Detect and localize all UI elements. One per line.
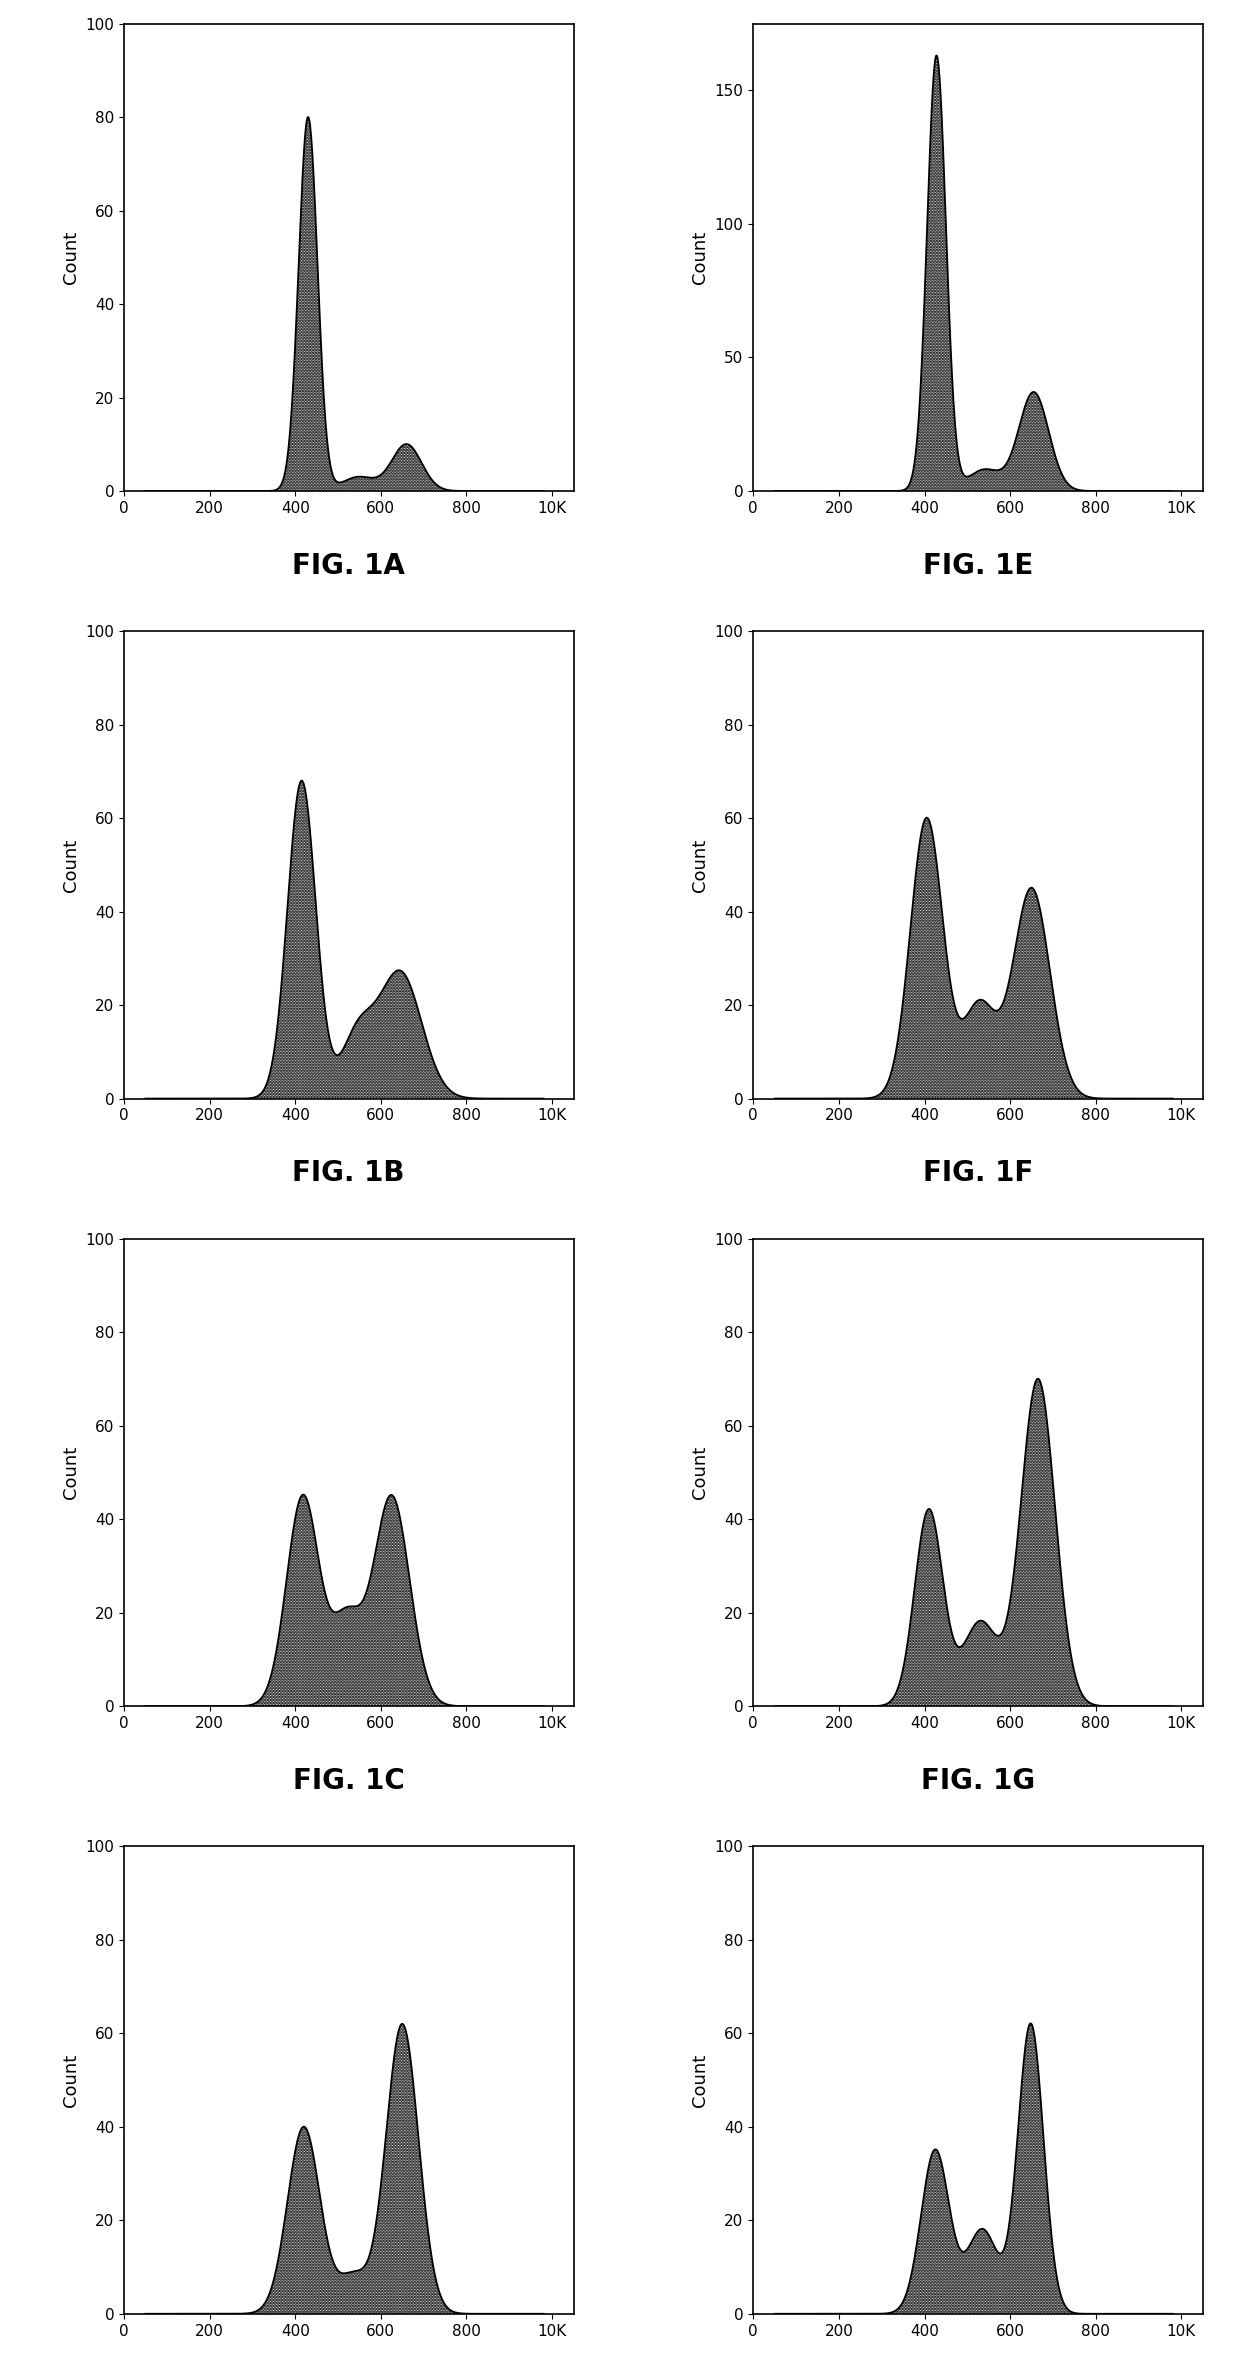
Y-axis label: Count: Count (691, 231, 709, 283)
Y-axis label: Count: Count (62, 2054, 79, 2106)
Text: FIG. 1G: FIG. 1G (921, 1766, 1035, 1794)
Text: FIG. 1B: FIG. 1B (293, 1159, 405, 1188)
Y-axis label: Count: Count (691, 838, 709, 892)
Y-axis label: Count: Count (62, 838, 79, 892)
Text: FIG. 1E: FIG. 1E (923, 552, 1033, 581)
Text: FIG. 1C: FIG. 1C (293, 1766, 404, 1794)
Y-axis label: Count: Count (691, 2054, 709, 2106)
Y-axis label: Count: Count (691, 1445, 709, 1499)
Text: FIG. 1F: FIG. 1F (923, 1159, 1033, 1188)
Y-axis label: Count: Count (62, 1445, 79, 1499)
Text: FIG. 1A: FIG. 1A (293, 552, 405, 581)
Y-axis label: Count: Count (62, 231, 79, 283)
